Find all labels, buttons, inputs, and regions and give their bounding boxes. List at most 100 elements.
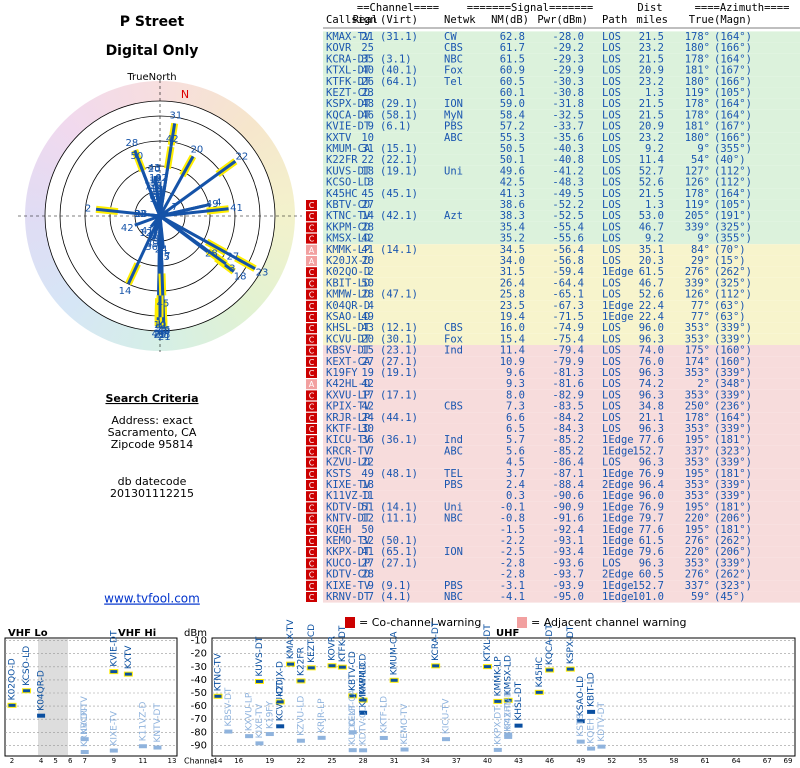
cell-dist: 61.5 [639,266,664,278]
cell-true: 178° [685,98,710,110]
cell-magn: (206°) [714,513,752,525]
signal-bar [431,663,441,669]
cell-dist: 96.0 [639,490,664,502]
site-link[interactable]: www.tvfool.com [104,592,200,606]
cell-pwr: -30.8 [552,87,584,99]
cell-magn: (262°) [714,569,752,581]
cell-netwk: PBS [444,479,463,491]
y-tick-label: -40 [191,675,207,686]
warn-icon [306,468,317,479]
cell-virt: (64.1) [380,76,418,88]
cell-nm: 3.7 [506,468,525,480]
cell-nm: 35.2 [500,233,525,245]
cell-nm: 62.8 [500,31,525,43]
row-bg [323,177,800,189]
cell-dist: 53.0 [639,210,664,222]
signal-bar [597,744,606,749]
cell-magn: (339°) [714,322,752,334]
row-bg [323,345,800,357]
cell-callsign: KSTS [326,468,351,480]
cell-magn: (262°) [714,535,752,547]
row-bg [323,121,800,133]
warn-mark: C [309,548,315,557]
cell-pwr: -79.4 [552,345,584,357]
warn-icon [306,200,317,210]
warn-icon [306,267,317,278]
cell-path: LOS [602,98,621,110]
signal-bar [255,741,264,746]
signal-label: KKPX-DT [493,706,503,745]
spoke-label: 41 [230,203,243,214]
cell-nm: 5.7 [506,434,525,446]
cell-nm: 31.5 [500,266,525,278]
cell-callsign: K02QO-D [326,266,370,278]
warn-mark: C [309,503,315,512]
signal-label: KMSX-LD [504,655,514,695]
spoke-label: 9 [150,194,156,205]
cell-pwr: -56.8 [552,255,584,267]
row-bg [323,210,800,222]
cell-magn: (339°) [714,457,752,469]
warn-mark: C [309,212,315,221]
cell-callsign: KTFK-DT [326,76,371,88]
spoke-label: 23 [256,268,269,279]
cell-true: 353° [685,457,710,469]
spoke-label: 49 [206,199,219,210]
cell-real: 36 [361,434,374,446]
cell-nm: 61.7 [500,42,525,54]
cell-path: 1Edge [602,546,634,558]
cell-true: 77° [691,300,710,312]
spoke-label: 22 [150,181,163,192]
cell-callsign: KMAX-TV [326,31,371,43]
cell-real: 27 [361,199,374,211]
cell-real: 17 [361,389,374,401]
cell-netwk: MyN [444,109,463,121]
signal-label: K02QO-D [8,658,18,700]
cell-real: 28 [361,221,374,233]
co-legend: = Co-channel warning [359,616,481,629]
spoke [159,214,227,254]
cell-virt: (22.1) [380,154,418,166]
cell-magn: (167°) [714,65,752,77]
warn-mark: C [309,559,315,568]
cell-nm: 25.8 [500,289,525,301]
column-header: Netwk [444,14,476,26]
cell-callsign: KKTF-LD [326,423,370,435]
cell-netwk: Ind [444,434,463,446]
signal-bar [503,697,513,703]
cell-magn: (339°) [714,367,752,379]
cell-netwk: Azt [444,210,463,222]
cell-real: 51 [361,501,374,513]
cell-pwr: -55.4 [552,221,584,233]
row-bg [323,591,800,603]
cell-netwk: CW [444,31,457,43]
cell-dist: 96.3 [639,557,664,569]
warn-mark: C [309,470,315,479]
warn-icon [306,558,317,569]
row-bg [323,535,800,547]
cell-virt: (4.1) [380,591,412,603]
cell-pwr: -35.6 [552,132,584,144]
cell-true: 205° [685,210,710,222]
cell-virt: (12.1) [380,322,418,334]
cell-real: 26 [361,76,374,88]
cell-callsign: K45HC [326,188,358,200]
cell-path: LOS [602,457,621,469]
cell-path: LOS [602,121,621,133]
row-bg [323,457,800,469]
cell-pwr: -83.5 [552,401,584,413]
cell-magn: (63°) [714,300,746,312]
cell-real: 19 [361,367,374,379]
cell-nm: 34.5 [500,244,525,256]
cell-virt: (65.1) [380,546,418,558]
cell-nm: 11.4 [500,345,525,357]
cell-dist: 76.9 [639,501,664,513]
cell-nm: -2.8 [500,557,525,569]
warn-mark: C [309,268,315,277]
cell-true: 353° [685,479,710,491]
warn-icon [306,513,317,524]
cell-netwk: ABC [444,445,463,457]
cell-nm: 15.4 [500,333,525,345]
cell-path: LOS [602,233,621,245]
cell-virt: (27.1) [380,557,418,569]
